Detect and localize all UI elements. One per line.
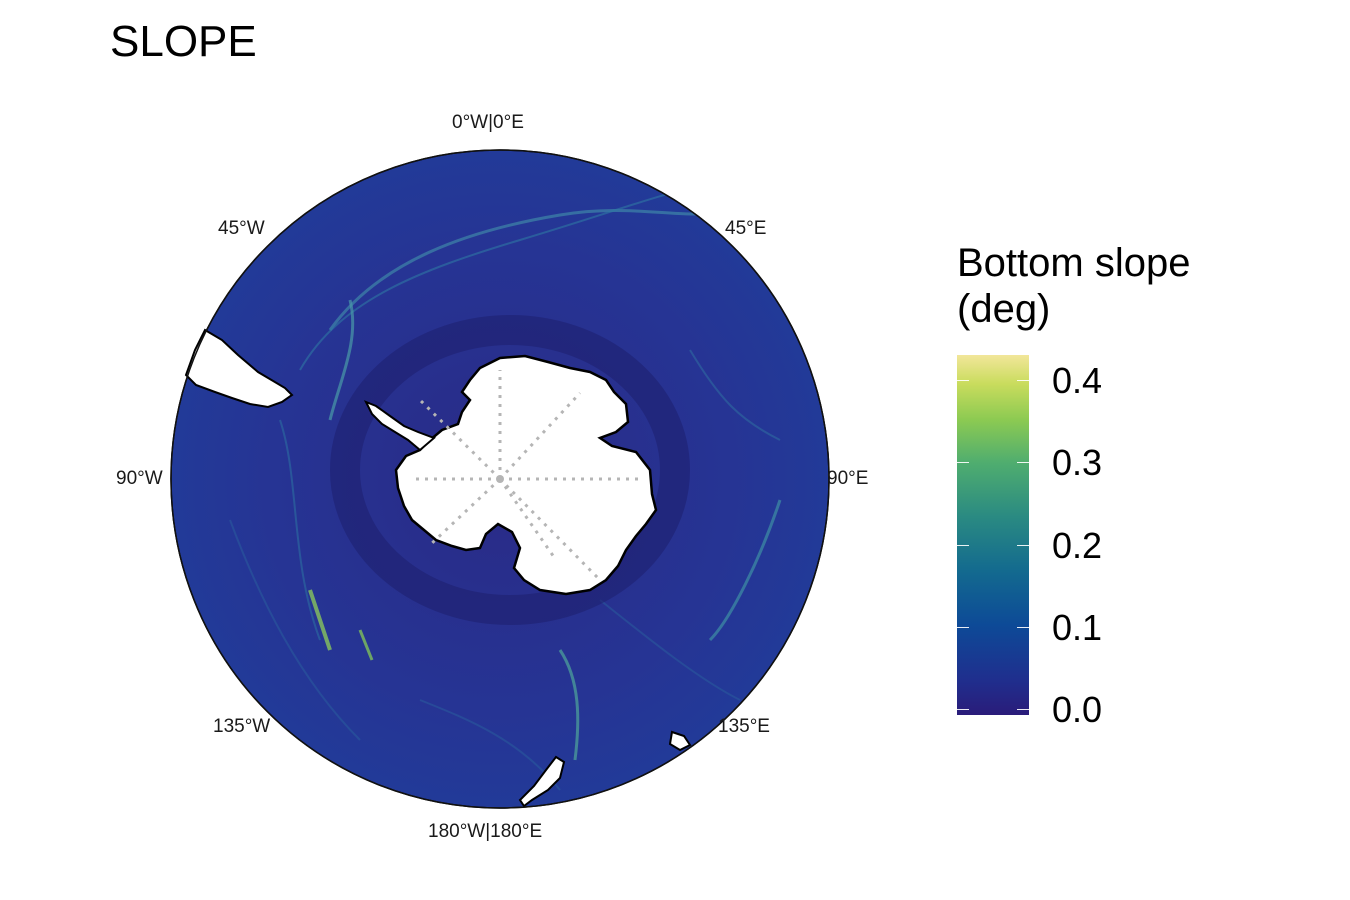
ridge-line bbox=[299, 179, 721, 371]
south-pole-marker bbox=[496, 475, 504, 483]
meridian-line bbox=[498, 477, 602, 582]
lon-label-135w: 135°W bbox=[213, 716, 271, 737]
ridge-line bbox=[558, 649, 580, 761]
tasmania-land bbox=[668, 730, 692, 752]
legend-tick bbox=[1017, 462, 1029, 463]
legend-tick bbox=[957, 709, 969, 710]
ridge-line bbox=[308, 589, 332, 651]
lon-label-90w: 90°W bbox=[116, 468, 163, 489]
legend-tick bbox=[957, 627, 969, 628]
legend-tick bbox=[957, 380, 969, 381]
legend-value-0: 0.0 bbox=[1052, 689, 1103, 730]
legend-tick bbox=[1017, 709, 1029, 710]
antarctic-peninsula-land bbox=[363, 400, 436, 452]
legend-tick bbox=[1017, 545, 1029, 546]
legend-title-line1: Bottom slope bbox=[957, 241, 1191, 285]
lon-label-135e: 135°E bbox=[718, 716, 770, 737]
meridian-line bbox=[418, 398, 502, 481]
legend-title: Bottom slope (deg) bbox=[957, 240, 1277, 332]
legend-value-4: 0.4 bbox=[1052, 360, 1103, 401]
map-border bbox=[170, 149, 830, 809]
ridge-line bbox=[358, 629, 374, 661]
meridian-line bbox=[498, 478, 558, 561]
lon-label-180: 180°W|180°E bbox=[428, 821, 543, 842]
legend-tick bbox=[957, 462, 969, 463]
legend-tick bbox=[1017, 380, 1029, 381]
lon-label-45e: 45°E bbox=[725, 218, 767, 239]
graticule bbox=[410, 370, 640, 582]
south-america-land bbox=[184, 328, 294, 409]
ridge-features bbox=[229, 179, 782, 791]
lon-label-0: 0°W|0°E bbox=[452, 112, 524, 133]
antarctica-land bbox=[394, 354, 658, 596]
legend-value-1: 0.1 bbox=[1052, 607, 1103, 648]
ridge-line bbox=[279, 419, 321, 641]
meridian-line bbox=[498, 391, 582, 481]
legend-title-line2: (deg) bbox=[957, 287, 1051, 331]
shelf-ring bbox=[330, 315, 690, 625]
legend-colorbar bbox=[957, 355, 1029, 715]
ridge-line bbox=[599, 599, 741, 701]
figure-title: SLOPE bbox=[110, 17, 257, 66]
lon-label-45w: 45°W bbox=[218, 218, 265, 239]
legend-value-2: 0.2 bbox=[1052, 525, 1103, 566]
legend-tick bbox=[957, 545, 969, 546]
ridge-line bbox=[328, 299, 355, 421]
legend-value-3: 0.3 bbox=[1052, 442, 1103, 483]
legend-tick bbox=[1017, 627, 1029, 628]
ridge-line bbox=[708, 499, 782, 642]
new-zealand-land bbox=[518, 755, 566, 808]
ridge-line bbox=[229, 519, 361, 741]
ridge-line bbox=[689, 349, 781, 441]
lon-label-90e: 90°E bbox=[827, 468, 869, 489]
